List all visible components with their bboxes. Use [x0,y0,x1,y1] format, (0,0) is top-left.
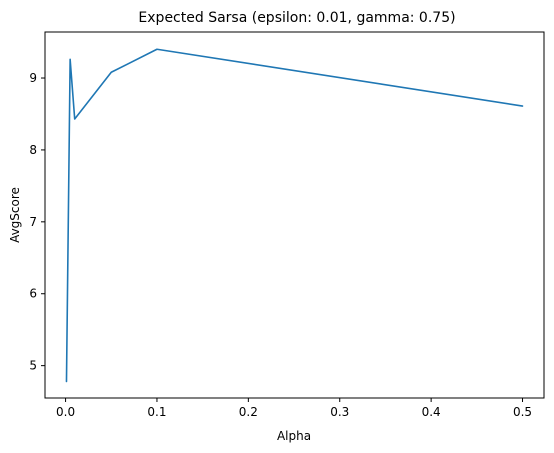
x-tick-label: 0.0 [56,405,75,419]
y-tick-label: 5 [29,359,37,373]
plot-frame [44,31,545,399]
chart-title: Expected Sarsa (epsilon: 0.01, gamma: 0.… [138,10,455,26]
y-tick-label: 6 [29,287,37,301]
y-axis-label: AvgScore [8,187,22,243]
y-tick-label: 7 [29,215,37,229]
x-tick-label: 0.2 [239,405,258,419]
y-tick-label: 8 [29,143,37,157]
x-tick-label: 0.3 [330,405,349,419]
y-axis-ticks: 5 6 7 8 9 [29,71,45,373]
y-tick-label: 9 [29,71,37,85]
x-tick-label: 0.1 [147,405,166,419]
x-axis-ticks: 0.0 0.1 0.2 0.3 0.4 0.5 [56,398,532,419]
x-axis-label: Alpha [277,429,311,443]
x-tick-label: 0.5 [513,405,532,419]
series-line [65,48,524,383]
x-tick-label: 0.4 [422,405,441,419]
